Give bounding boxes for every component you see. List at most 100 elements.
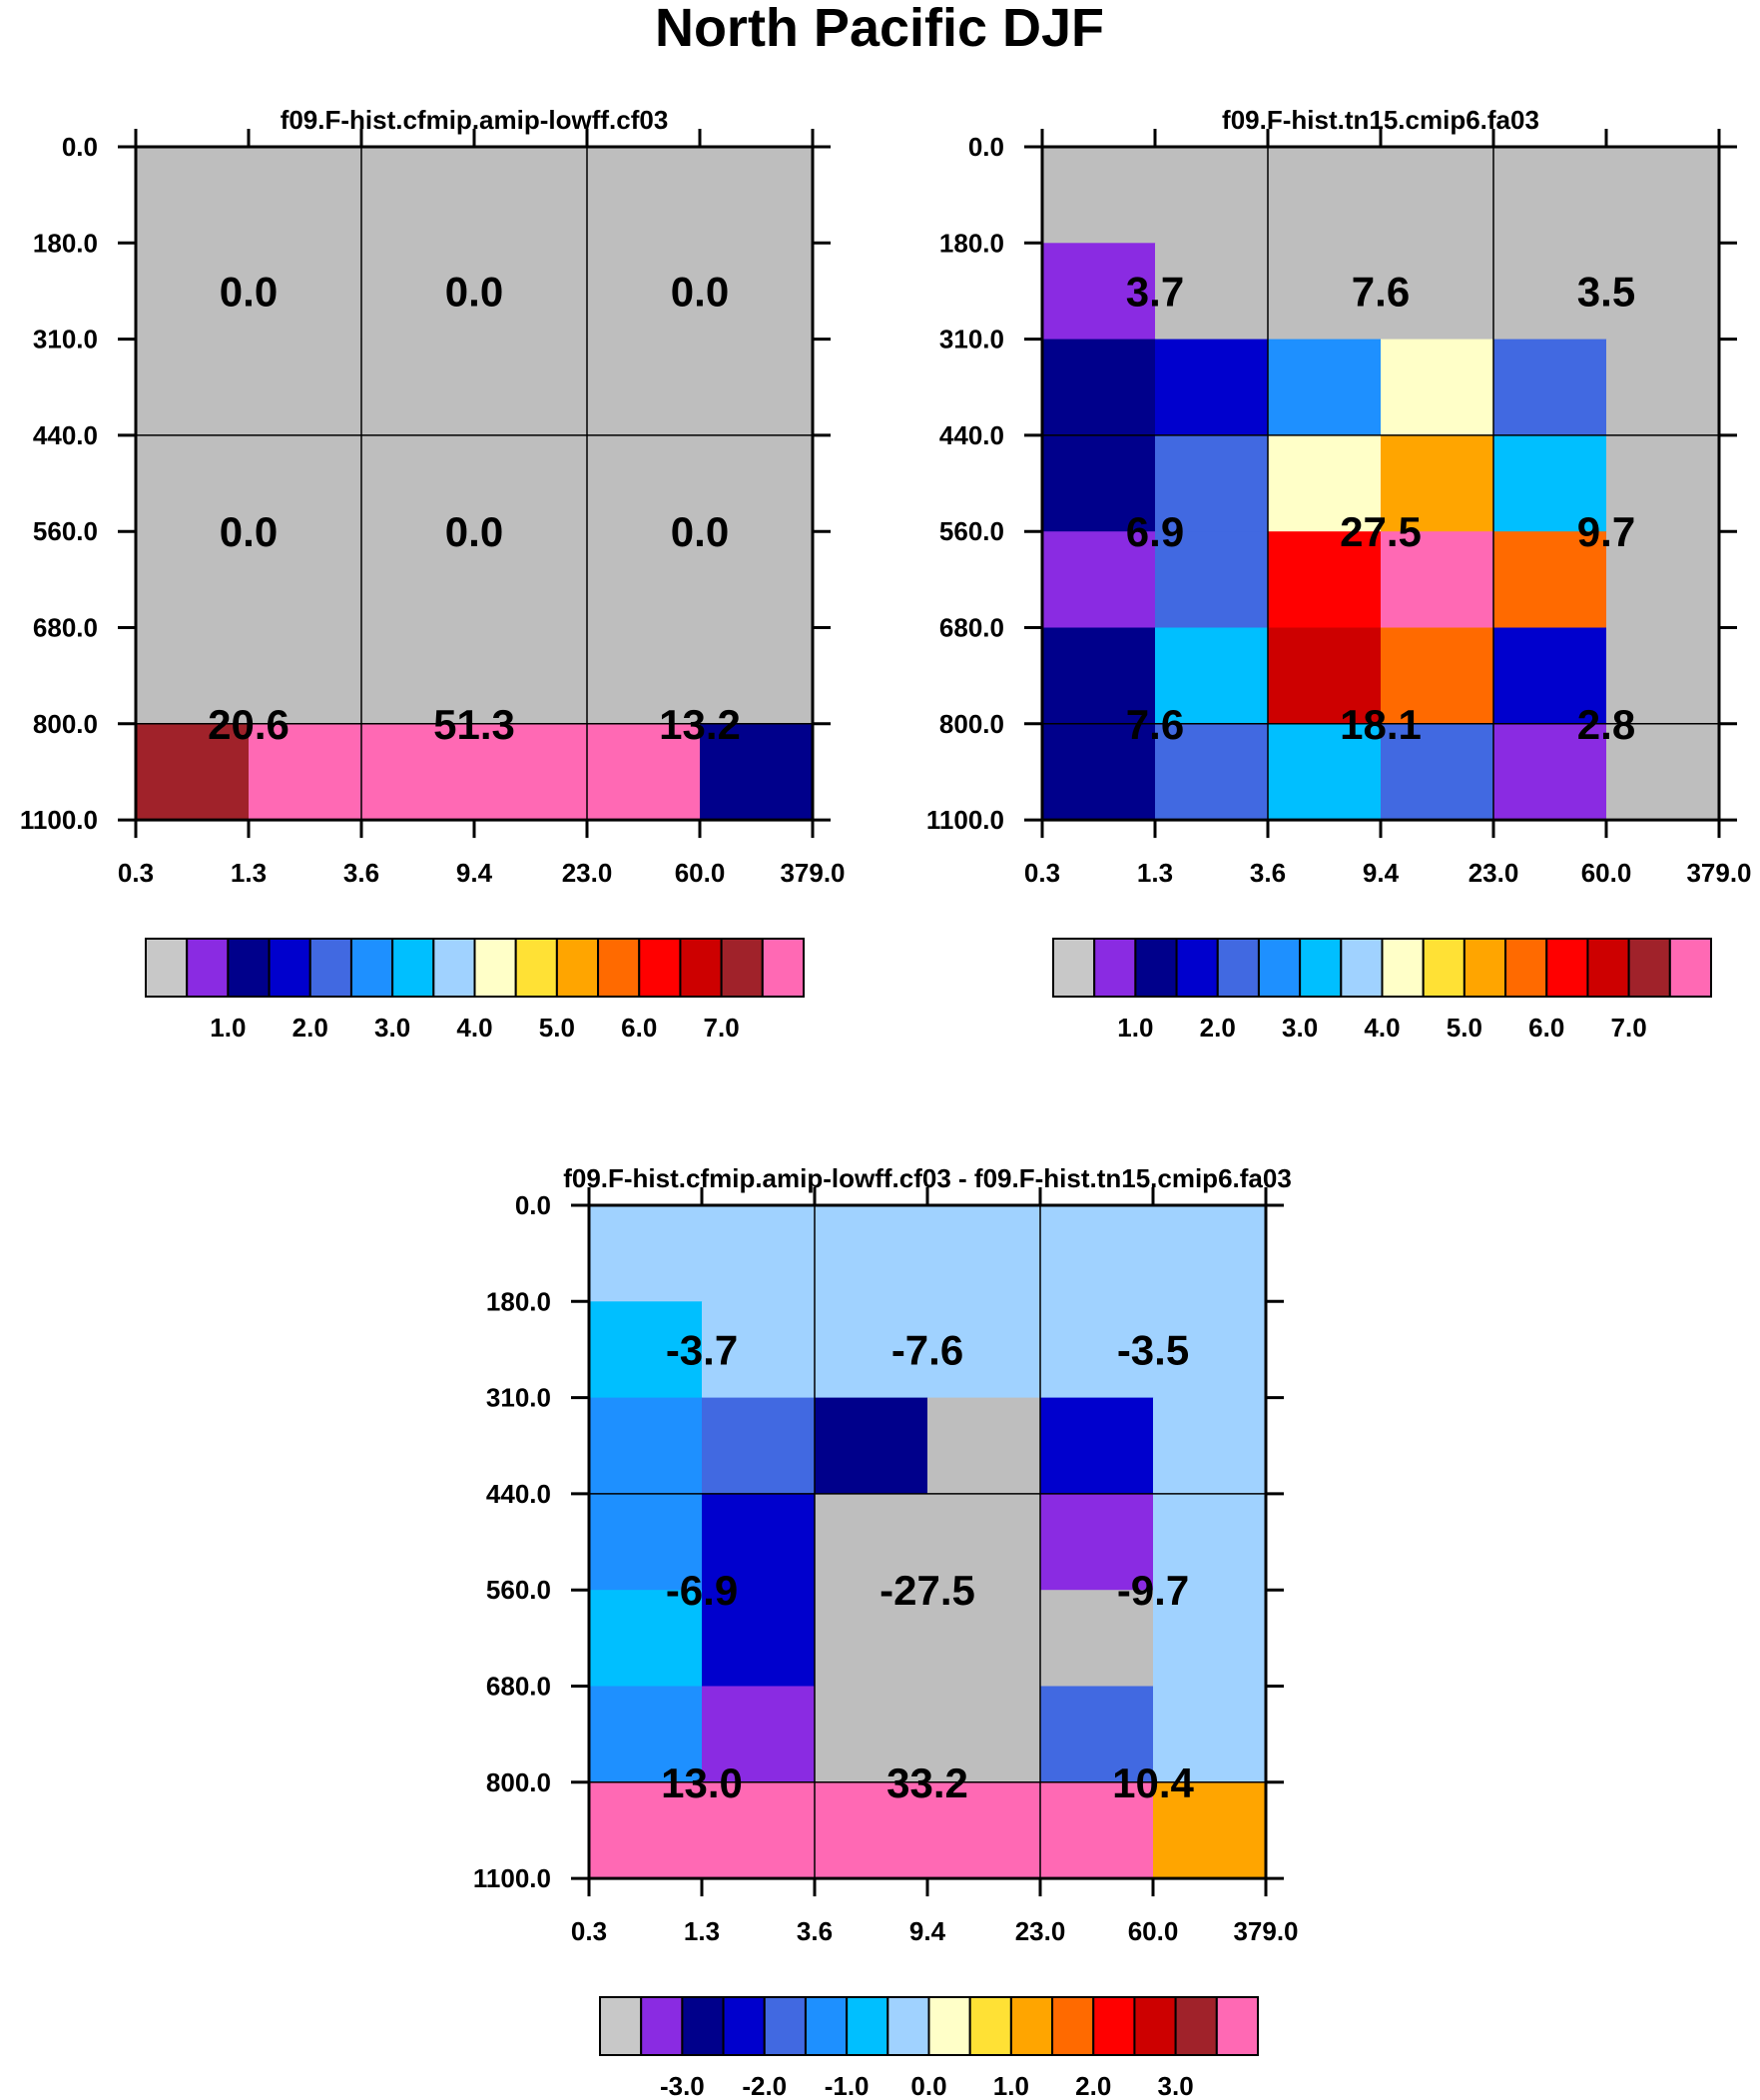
heatmap-cell — [1040, 1397, 1154, 1495]
heatmap-cell — [361, 434, 475, 532]
heatmap-cell — [1042, 723, 1156, 821]
colorbar-swatch — [145, 938, 189, 998]
heatmap-cell — [474, 723, 588, 821]
colorbar-swatch — [1504, 938, 1548, 998]
heatmap-cell — [587, 627, 701, 725]
heatmap-cell — [700, 339, 814, 436]
heatmap-cell — [815, 1686, 928, 1783]
block-value-label: 3.5 — [1577, 268, 1635, 315]
heatmap-cell — [474, 339, 588, 436]
heatmap-cell — [1155, 339, 1269, 436]
heatmap-cell — [136, 243, 250, 341]
block-value-label: 0.0 — [671, 508, 729, 555]
x-tick-label: 9.4 — [1363, 858, 1400, 888]
x-tick-label: 379.0 — [780, 858, 845, 888]
heatmap-cell — [1040, 1205, 1154, 1302]
heatmap-cell — [815, 1590, 928, 1687]
heatmap-cell — [1268, 243, 1382, 341]
block-value-label: -6.9 — [666, 1567, 738, 1614]
colorbar-swatch — [391, 938, 435, 998]
colorbar-swatch — [722, 1996, 766, 2056]
heatmap-cell — [1606, 531, 1720, 628]
heatmap-cell — [700, 531, 814, 628]
heatmap-cell — [1153, 1493, 1267, 1591]
heatmap-cell — [702, 1493, 816, 1591]
heatmap-cell — [1493, 723, 1607, 821]
heatmap-cell — [1153, 1301, 1267, 1399]
colorbar-tick-label: 7.0 — [1611, 1013, 1647, 1043]
colorbar-swatch — [846, 1996, 889, 2056]
y-tick-label: 680.0 — [486, 1672, 551, 1702]
heatmap-cell — [589, 1686, 703, 1783]
heatmap-cell — [361, 723, 475, 821]
heatmap-cell — [1040, 1781, 1154, 1879]
block-value-label: 18.1 — [1340, 701, 1422, 748]
heatmap-cell — [702, 1590, 816, 1687]
x-tick-label: 0.3 — [1024, 858, 1060, 888]
colorbar-tick-label: 2.0 — [1075, 2071, 1111, 2100]
heatmap-cell — [1381, 243, 1494, 341]
y-tick-label: 680.0 — [939, 613, 1004, 643]
x-tick-label: 60.0 — [1581, 858, 1632, 888]
y-tick-label: 310.0 — [486, 1383, 551, 1413]
figure-title: North Pacific DJF — [655, 0, 1104, 58]
colorbar-swatch — [1133, 1996, 1177, 2056]
heatmap-cell — [1493, 627, 1607, 725]
panel-difference: f09.F-hist.cfmip.amip-lowff.cf03 - f09.F… — [473, 1163, 1299, 2100]
heatmap-cell — [1040, 1590, 1154, 1687]
heatmap-cell — [702, 1205, 816, 1302]
block-value-label: 51.3 — [433, 701, 515, 748]
colorbar-swatch — [597, 938, 641, 998]
heatmap-cell — [702, 1686, 816, 1783]
y-tick-label: 310.0 — [939, 325, 1004, 354]
heatmap-cell — [1268, 627, 1382, 725]
heatmap-cell — [249, 243, 362, 341]
y-tick-label: 0.0 — [62, 132, 98, 162]
colorbar-swatch — [681, 1996, 725, 2056]
y-tick-label: 0.0 — [968, 132, 1004, 162]
x-tick-label: 9.4 — [909, 1916, 946, 1946]
heatmap-cell — [136, 531, 250, 628]
colorbar-swatch — [473, 938, 517, 998]
y-tick-label: 680.0 — [33, 613, 98, 643]
colorbar-swatch — [1052, 938, 1096, 998]
heatmap-cell — [815, 1397, 928, 1495]
heatmap-cell — [474, 627, 588, 725]
block-value-label: 20.6 — [208, 701, 290, 748]
heatmap-cell — [702, 1781, 816, 1879]
heatmap-cell — [1381, 147, 1494, 244]
heatmap-cell — [1268, 339, 1382, 436]
heatmap-cell — [589, 1590, 703, 1687]
heatmap-cell — [815, 1781, 928, 1879]
colorbar-tick-label: 5.0 — [1447, 1013, 1482, 1043]
heatmap-cell — [927, 1686, 1041, 1783]
block-value-label: 0.0 — [445, 268, 503, 315]
panel-test: f09.F-hist.tn15.cmip6.fa030.0180.0310.04… — [926, 105, 1752, 1043]
colorbar-swatch — [514, 938, 558, 998]
heatmap-cell — [589, 1781, 703, 1879]
heatmap-cell — [1153, 1781, 1267, 1879]
heatmap-cell — [927, 1781, 1041, 1879]
heatmap-cell — [815, 1205, 928, 1302]
heatmap-cell — [361, 627, 475, 725]
x-tick-label: 3.6 — [1250, 858, 1286, 888]
heatmap-cell — [1268, 434, 1382, 532]
x-tick-label: 60.0 — [1128, 1916, 1179, 1946]
heatmap-cell — [587, 339, 701, 436]
colorbar-tick-label: -3.0 — [660, 2071, 705, 2100]
colorbar-tick-label: 5.0 — [539, 1013, 575, 1043]
y-tick-label: 1100.0 — [20, 805, 98, 835]
heatmap-cell — [249, 531, 362, 628]
heatmap-cell — [1042, 531, 1156, 628]
heatmap-cell — [587, 243, 701, 341]
y-tick-label: 800.0 — [486, 1767, 551, 1797]
colorbar-swatch — [640, 1996, 684, 2056]
y-tick-label: 180.0 — [486, 1286, 551, 1316]
colorbar-swatch — [886, 1996, 930, 2056]
x-tick-label: 1.3 — [231, 858, 267, 888]
colorbar-swatch — [679, 938, 723, 998]
heatmap-cell — [589, 1493, 703, 1591]
colorbar-tick-label: 6.0 — [621, 1013, 657, 1043]
heatmap-cell — [927, 1590, 1041, 1687]
heatmap-cell — [587, 723, 701, 821]
